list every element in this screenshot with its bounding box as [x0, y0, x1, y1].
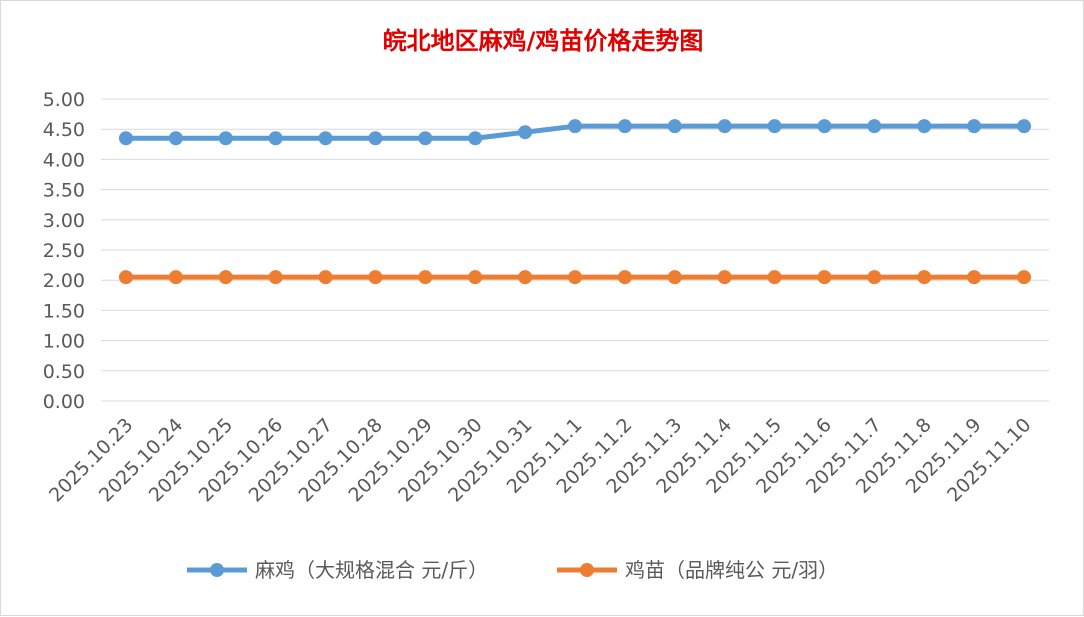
- data-point[interactable]: [667, 119, 682, 134]
- legend[interactable]: 麻鸡（大规格混合 元/斤） 鸡苗（品牌纯公 元/羽）: [187, 558, 838, 582]
- data-point[interactable]: [218, 270, 233, 285]
- data-point[interactable]: [917, 270, 932, 285]
- data-point[interactable]: [418, 131, 433, 146]
- data-point[interactable]: [568, 270, 582, 285]
- data-point[interactable]: [368, 131, 383, 146]
- legend-label: 鸡苗（品牌纯公 元/羽）: [625, 558, 838, 582]
- chart-title: 皖北地区麻鸡/鸡苗价格走势图: [383, 27, 704, 55]
- y-tick-label: 4.50: [43, 119, 85, 141]
- legend-label: 麻鸡（大规格混合 元/斤）: [255, 558, 488, 582]
- data-point[interactable]: [1017, 270, 1032, 285]
- data-point[interactable]: [1017, 119, 1032, 134]
- data-point[interactable]: [867, 270, 882, 285]
- data-point[interactable]: [817, 270, 832, 285]
- data-point[interactable]: [418, 270, 433, 285]
- data-point[interactable]: [617, 119, 632, 134]
- data-point[interactable]: [118, 270, 133, 285]
- y-tick-label: 3.50: [43, 180, 85, 202]
- y-tick-label: 0.50: [43, 361, 85, 383]
- series-0: [118, 119, 1032, 146]
- y-axis-ticks: 0.00 0.50 1.00 1.50 2.00 2.50 3.00 3.50 4.00 4.50…: [43, 89, 85, 413]
- data-point[interactable]: [268, 131, 283, 146]
- data-point[interactable]: [168, 131, 183, 146]
- y-tick-label: 1.50: [43, 300, 85, 322]
- data-point[interactable]: [967, 270, 982, 285]
- y-tick-label: 4.00: [43, 149, 85, 171]
- grid-lines: [101, 98, 1049, 402]
- data-point[interactable]: [967, 119, 982, 134]
- data-point[interactable]: [767, 119, 782, 134]
- data-point[interactable]: [568, 119, 582, 134]
- y-tick-label: 1.00: [43, 331, 85, 353]
- legend-swatch-marker: [580, 563, 594, 577]
- data-point[interactable]: [817, 119, 832, 134]
- series-group: [118, 119, 1032, 285]
- y-tick-label: 2.00: [43, 270, 85, 292]
- legend-item-0[interactable]: 麻鸡（大规格混合 元/斤）: [187, 558, 488, 582]
- data-point[interactable]: [767, 270, 782, 285]
- data-point[interactable]: [518, 270, 533, 285]
- data-point[interactable]: [118, 131, 133, 146]
- data-point[interactable]: [468, 131, 483, 146]
- data-point[interactable]: [468, 270, 483, 285]
- data-point[interactable]: [717, 270, 732, 285]
- data-point[interactable]: [168, 270, 183, 285]
- data-point[interactable]: [667, 270, 682, 285]
- data-point[interactable]: [368, 270, 383, 285]
- y-tick-label: 0.00: [43, 391, 85, 413]
- data-point[interactable]: [917, 119, 932, 134]
- data-point[interactable]: [268, 270, 283, 285]
- y-tick-label: 3.00: [43, 210, 85, 232]
- legend-swatch-marker: [210, 563, 224, 577]
- data-point[interactable]: [318, 270, 333, 285]
- data-point[interactable]: [318, 131, 333, 146]
- legend-item-1[interactable]: 鸡苗（品牌纯公 元/羽）: [557, 558, 838, 582]
- series-1: [118, 270, 1032, 285]
- y-tick-label: 5.00: [43, 89, 85, 111]
- data-point[interactable]: [867, 119, 882, 134]
- data-point[interactable]: [717, 119, 732, 134]
- y-tick-label: 2.50: [43, 240, 85, 262]
- data-point[interactable]: [617, 270, 632, 285]
- data-point[interactable]: [518, 125, 533, 140]
- x-axis-ticks: 2025.10.232025.10.242025.10.252025.10.26…: [45, 414, 1036, 506]
- data-point[interactable]: [218, 131, 233, 146]
